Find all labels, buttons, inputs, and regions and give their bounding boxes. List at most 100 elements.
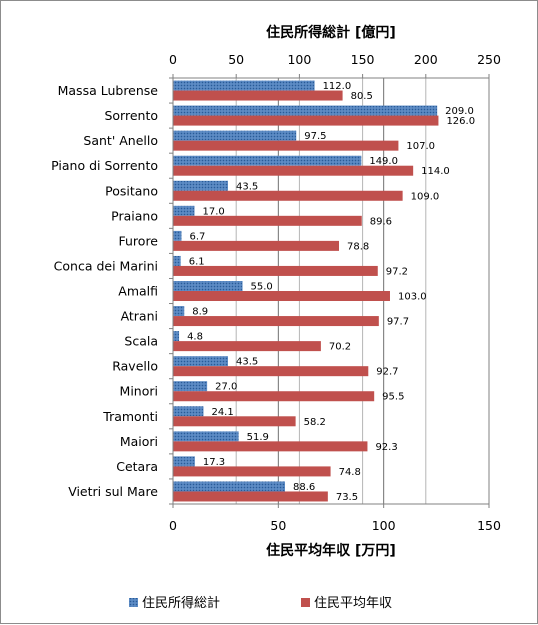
data-label-total-income: 51.9 <box>247 432 269 443</box>
bar-total-income <box>173 431 239 442</box>
bar-total-income <box>173 306 185 317</box>
data-label-total-income: 43.5 <box>236 357 258 368</box>
data-label-total-income: 4.8 <box>187 332 203 343</box>
bar-average-income <box>173 240 340 251</box>
data-label-total-income: 6.7 <box>189 231 205 242</box>
legend-label-average-income: 住民平均年収 <box>314 596 392 611</box>
legend: 住民所得総計 住民平均年収 <box>129 595 392 611</box>
bar-total-income <box>173 281 243 291</box>
bar-total-income <box>173 381 208 392</box>
data-label-total-income: 149.0 <box>369 156 398 167</box>
data-label-total-income: 88.6 <box>293 482 315 493</box>
data-label-total-income: 8.9 <box>192 307 208 318</box>
data-label-total-income: 43.5 <box>236 181 258 192</box>
data-label-total-income: 17.0 <box>202 206 224 217</box>
category-label: Sorrento <box>104 108 158 123</box>
data-label-total-income: 55.0 <box>251 282 273 293</box>
bar-total-income <box>173 80 315 91</box>
data-label-total-income: 27.0 <box>215 382 237 393</box>
data-label-average-income: 58.2 <box>304 417 326 428</box>
category-label: Tramonti <box>102 409 158 424</box>
category-label: Praiano <box>111 208 158 223</box>
bar-average-income <box>173 441 368 452</box>
bar-average-income <box>173 291 390 301</box>
bar-average-income <box>173 491 328 502</box>
data-label-average-income: 114.0 <box>421 166 450 177</box>
bar-total-income <box>173 130 297 141</box>
data-label-average-income: 92.3 <box>375 442 397 453</box>
bar-average-income <box>173 190 403 201</box>
bar-average-income <box>173 140 399 151</box>
bar-total-income <box>173 481 285 492</box>
bar-total-income <box>173 255 181 266</box>
category-label: Massa Lubrense <box>58 83 159 98</box>
category-label: Scala <box>124 334 158 349</box>
data-label-average-income: 97.7 <box>387 317 409 328</box>
top-axis-title: 住民所得総計 [億円] <box>266 24 396 41</box>
bar-average-income <box>173 341 321 352</box>
category-label: Amalfi <box>118 284 158 299</box>
axis-layer: 0 50 100 150 200 250 0 50 100 150 <box>169 52 501 533</box>
category-label: Cetara <box>116 459 158 474</box>
bar-average-income <box>173 215 362 226</box>
data-label-average-income: 107.0 <box>406 141 435 152</box>
data-label-total-income: 17.3 <box>203 457 225 468</box>
data-label-average-income: 78.8 <box>347 241 369 252</box>
bar-total-income <box>173 105 438 116</box>
data-label-average-income: 89.6 <box>370 216 392 227</box>
legend-label-total-income: 住民所得総計 <box>142 595 220 611</box>
category-label: Positano <box>105 183 158 198</box>
category-label: Ravello <box>112 359 158 374</box>
bar-average-income <box>173 366 369 377</box>
top-tick-label: 50 <box>228 52 244 67</box>
category-label: Conca dei Marini <box>54 258 158 273</box>
top-tick-label: 100 <box>287 52 311 67</box>
data-label-average-income: 73.5 <box>336 492 358 503</box>
bar-average-income <box>173 165 414 176</box>
bar-total-income <box>173 331 180 342</box>
top-tick-label: 150 <box>351 52 375 67</box>
bar-total-income <box>173 456 195 467</box>
bar-average-income <box>173 416 296 427</box>
bottom-tick-label: 50 <box>270 518 286 533</box>
category-label: Furore <box>119 233 159 248</box>
bottom-axis-title: 住民平均年収 [万円] <box>266 542 396 559</box>
legend-swatch-average-income <box>301 598 310 607</box>
data-label-total-income: 112.0 <box>323 81 352 92</box>
bottom-tick-label: 150 <box>477 518 501 533</box>
category-label: Piano di Sorrento <box>51 158 158 173</box>
data-label-total-income: 209.0 <box>445 106 474 117</box>
data-label-average-income: 92.7 <box>376 367 398 378</box>
labels-layer: Massa Lubrense Sorrento Sant' Anello Piano … <box>51 81 475 503</box>
data-label-average-income: 97.2 <box>386 266 408 277</box>
bar-total-income <box>173 205 195 216</box>
data-label-average-income: 70.2 <box>329 342 351 353</box>
category-label: Vietri sul Mare <box>68 484 158 499</box>
category-label: Atrani <box>121 309 158 324</box>
bottom-tick-label: 0 <box>169 518 177 533</box>
top-tick-label: 250 <box>477 52 501 67</box>
data-label-total-income: 6.1 <box>189 256 205 267</box>
data-label-average-income: 95.5 <box>382 392 404 403</box>
bar-average-income <box>173 391 375 402</box>
bar-average-income <box>173 316 379 327</box>
bar-total-income <box>173 406 204 417</box>
bar-total-income <box>173 155 362 166</box>
data-label-average-income: 126.0 <box>446 116 475 127</box>
data-label-total-income: 97.5 <box>304 131 326 142</box>
top-tick-label: 0 <box>169 52 177 67</box>
bar-total-income <box>173 180 228 191</box>
data-label-average-income: 80.5 <box>351 91 373 102</box>
data-label-average-income: 109.0 <box>411 191 440 202</box>
bar-average-income <box>173 115 439 126</box>
category-label: Sant' Anello <box>83 133 158 148</box>
bar-average-income <box>173 466 331 477</box>
data-label-average-income: 74.8 <box>339 467 361 478</box>
bar-total-income <box>173 230 182 241</box>
data-label-total-income: 24.1 <box>211 407 233 418</box>
category-label: Maiori <box>120 434 158 449</box>
bar-average-income <box>173 265 378 276</box>
legend-swatch-total-income <box>129 598 138 607</box>
